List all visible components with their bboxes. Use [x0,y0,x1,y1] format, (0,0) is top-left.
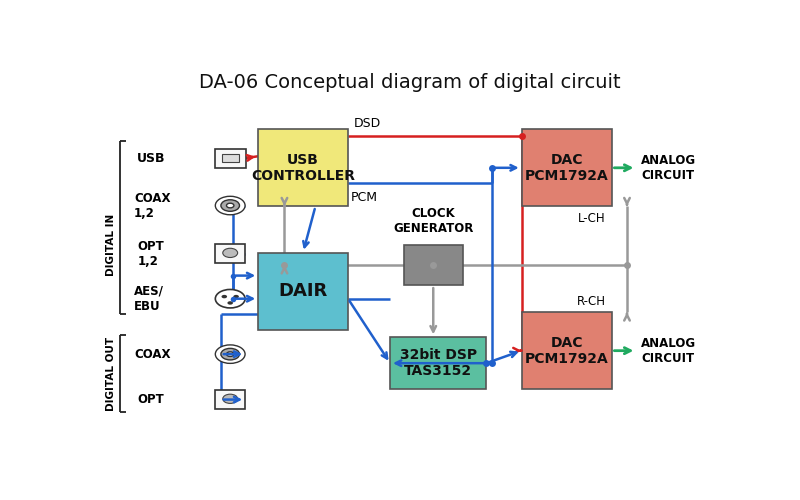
FancyBboxPatch shape [222,154,239,162]
Circle shape [227,301,233,304]
Circle shape [222,394,238,404]
Text: DA-06 Conceptual diagram of digital circuit: DA-06 Conceptual diagram of digital circ… [199,74,621,92]
Text: PCM: PCM [351,191,378,204]
Text: USB
CONTROLLER: USB CONTROLLER [251,152,355,183]
Text: COAX: COAX [134,348,170,360]
Text: L-CH: L-CH [578,212,605,225]
Text: ANALOG
CIRCUIT: ANALOG CIRCUIT [642,154,696,182]
Circle shape [222,295,227,298]
Text: CLOCK
GENERATOR: CLOCK GENERATOR [393,207,474,235]
Text: DAC
PCM1792A: DAC PCM1792A [525,336,609,366]
FancyBboxPatch shape [404,245,462,285]
FancyBboxPatch shape [522,312,611,389]
Text: R-CH: R-CH [577,294,606,308]
Text: DSD: DSD [354,118,382,130]
Circle shape [221,200,239,211]
FancyBboxPatch shape [214,148,246,168]
Text: 32bit DSP
TAS3152: 32bit DSP TAS3152 [400,348,477,378]
FancyBboxPatch shape [258,252,348,330]
FancyBboxPatch shape [258,130,348,206]
Text: ANALOG
CIRCUIT: ANALOG CIRCUIT [642,336,696,364]
FancyBboxPatch shape [522,130,611,206]
Circle shape [215,290,245,308]
Text: AES/
EBU: AES/ EBU [134,284,164,312]
Text: OPT
1,2: OPT 1,2 [138,240,164,268]
FancyBboxPatch shape [390,337,486,389]
Text: DIGITAL IN: DIGITAL IN [106,214,116,276]
Circle shape [221,348,239,360]
Text: DIGITAL OUT: DIGITAL OUT [106,336,116,411]
Text: DAIR: DAIR [278,282,328,300]
Text: DAC
PCM1792A: DAC PCM1792A [525,152,609,183]
Circle shape [215,345,245,364]
FancyBboxPatch shape [215,244,245,263]
Text: OPT: OPT [138,393,164,406]
Text: COAX
1,2: COAX 1,2 [134,192,170,220]
Circle shape [222,248,238,258]
Circle shape [215,196,245,215]
Circle shape [226,352,234,356]
FancyBboxPatch shape [215,390,245,409]
Circle shape [226,203,234,208]
Text: USB: USB [138,152,166,164]
Circle shape [234,295,239,298]
